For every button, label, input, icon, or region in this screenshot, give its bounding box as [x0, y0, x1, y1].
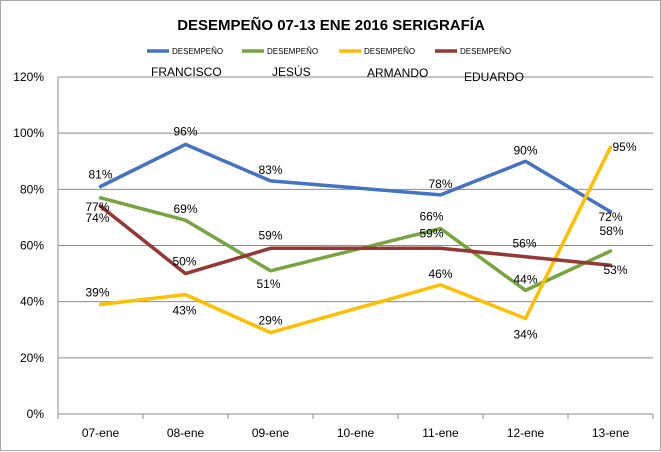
chart-title: DESEMPEÑO 07-13 ENE 2016 SERIGRAFÍA [177, 16, 485, 34]
series-line-francisco [98, 142, 613, 214]
data-label: 96% [173, 124, 197, 138]
data-label: 29% [258, 314, 282, 328]
data-label: 77% [85, 200, 109, 214]
legend-label: DESEMPEÑO [460, 47, 511, 56]
data-label: 53% [603, 263, 627, 277]
person-label: FRANCISCO [151, 65, 222, 79]
x-tick-label: 10-ene [337, 426, 375, 440]
data-label: 43% [172, 304, 196, 318]
x-tick-label: 11-ene [422, 426, 459, 440]
y-tick-label: 0% [27, 407, 45, 421]
data-label: 90% [513, 143, 537, 157]
data-label: 69% [173, 202, 197, 216]
data-label: 50% [172, 255, 196, 269]
data-label: 44% [513, 272, 537, 286]
data-label: 56% [512, 237, 536, 251]
data-label: 58% [599, 224, 623, 238]
y-tick-label: 20% [20, 351, 44, 365]
data-label: 34% [513, 328, 537, 342]
x-tick-label: 07-ene [82, 426, 120, 440]
y-tick-label: 40% [20, 295, 44, 309]
data-label: 51% [256, 277, 280, 291]
legend-label: DESEMPEÑO [364, 47, 415, 56]
legend-label: DESEMPEÑO [267, 47, 318, 56]
legend-label: DESEMPEÑO [172, 47, 223, 56]
series-line-eduardo [98, 204, 613, 276]
data-label: 72% [598, 210, 622, 224]
data-label: 81% [88, 168, 112, 182]
data-label: 39% [85, 285, 109, 299]
x-tick-label: 12-ene [507, 426, 545, 440]
data-label: 59% [258, 228, 282, 242]
y-tick-label: 120% [13, 70, 44, 84]
y-tick-label: 100% [13, 126, 44, 140]
y-tick-label: 80% [20, 182, 44, 196]
legend: DESEMPEÑO FRANCISCO DESEMPEÑO JESÚS DESEMPEÑ… [147, 47, 524, 84]
x-tick-label: 09-ene [252, 426, 290, 440]
series-lines [98, 142, 613, 335]
person-label: ARMANDO [367, 66, 428, 80]
axes: 0% 20% 40% 60% 80% 100% 120% 07-ene 08-ene 09-ene… [13, 70, 654, 440]
x-tick-label: 08-ene [167, 426, 205, 440]
data-label: 78% [428, 177, 452, 191]
series-line-armando [98, 145, 613, 335]
data-labels: 81% 96% 83% 78% 90% 72% 77% 69% 51% 66% 44% 58% 39% 4… [85, 124, 636, 341]
data-label: 66% [419, 210, 443, 224]
data-label: 95% [612, 140, 636, 154]
gridlines [58, 76, 653, 359]
person-label: EDUARDO [464, 70, 524, 84]
data-label: 59% [419, 226, 443, 240]
x-tick-label: 13-ene [592, 426, 630, 440]
y-tick-label: 60% [20, 239, 44, 253]
data-label: 74% [85, 211, 109, 225]
data-label: 46% [428, 267, 452, 281]
person-label: JESÚS [272, 64, 311, 79]
data-label: 83% [258, 163, 282, 177]
